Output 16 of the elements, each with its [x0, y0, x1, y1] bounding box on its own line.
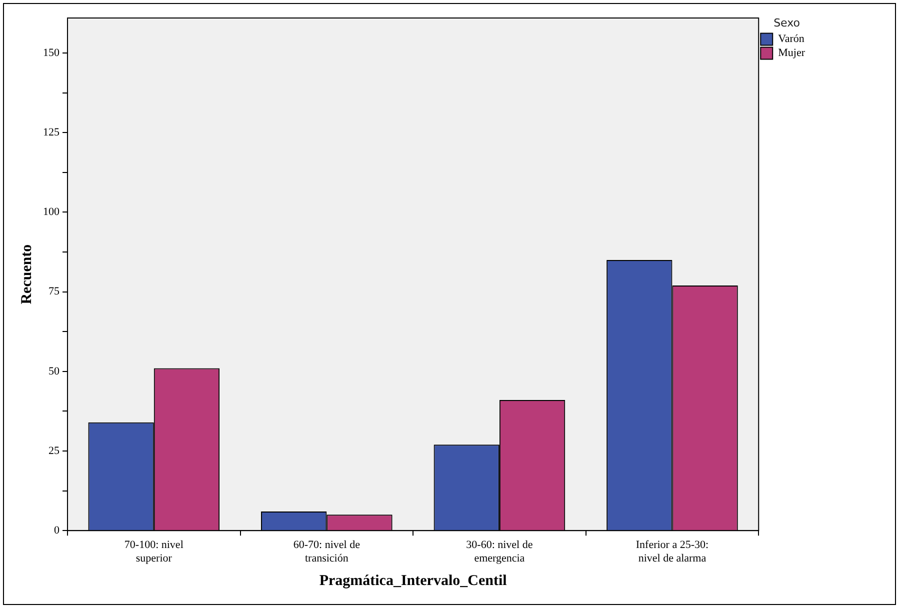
legend-label: Mujer [778, 47, 806, 60]
y-tick-label: 50 [48, 365, 60, 378]
y-tick-label: 0 [54, 524, 60, 536]
y-tick-label: 125 [43, 126, 60, 139]
y-tick-label: 100 [43, 206, 60, 218]
y-tick-label: 150 [43, 46, 60, 59]
legend-label: Varón [778, 33, 805, 46]
x-tick-label: 70-100: nivel superior [124, 539, 184, 564]
y-tick-label: 75 [48, 286, 60, 298]
x-axis-title: Pragmática_Intervalo_Centil [319, 572, 507, 589]
y-tick-label: 25 [48, 444, 60, 457]
legend-title: Sexo [774, 16, 800, 30]
x-tick-label: 60-70: nivel de transición [293, 539, 360, 564]
x-tick-label: 30-60: nivel de emergencia [466, 539, 533, 564]
y-axis-title: Recuento [18, 244, 35, 304]
x-tick-label: Inferior a 25-30: nivel de alarma [636, 539, 709, 564]
